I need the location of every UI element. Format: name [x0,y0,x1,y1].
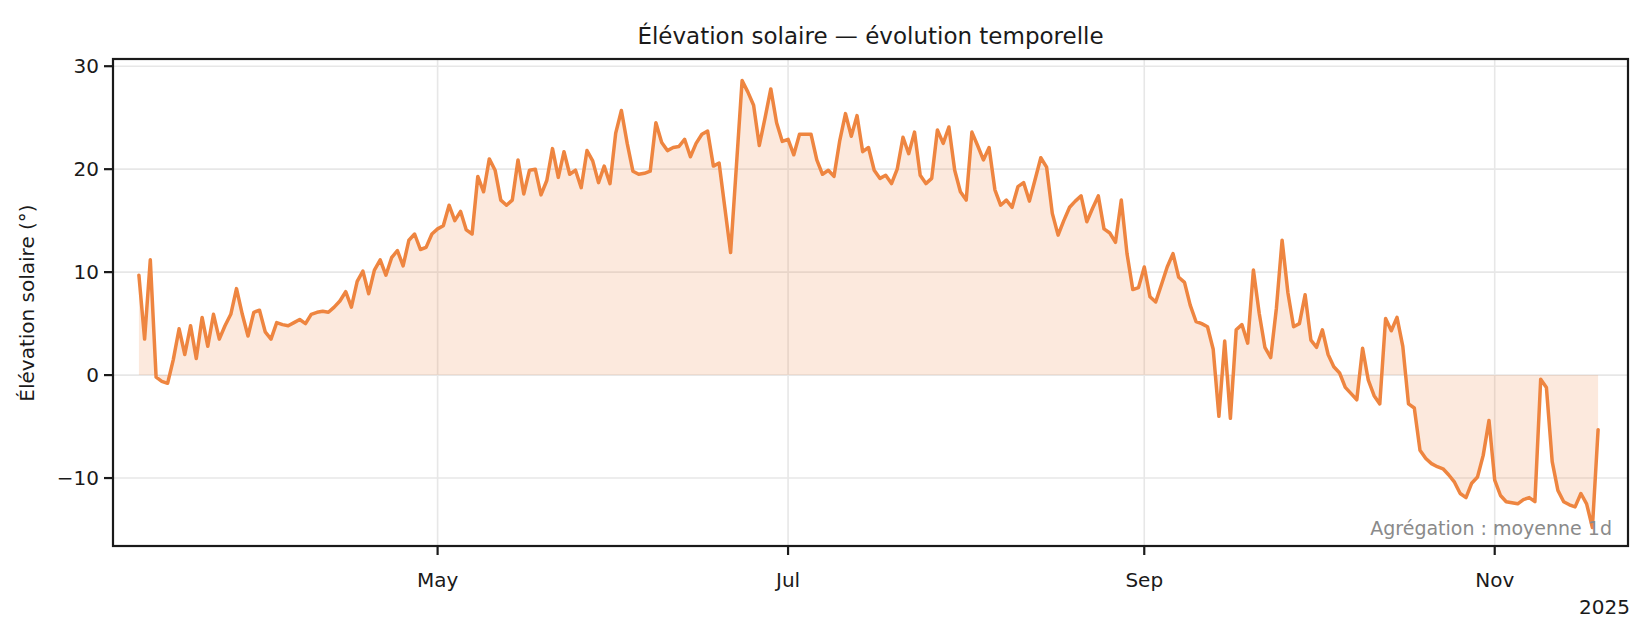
x-tick-label-sep: Sep [1125,568,1163,592]
x-tick-label-nov: Nov [1475,568,1514,592]
x-tick-label-jul: Jul [776,568,800,592]
solar-elevation-chart: Élévation solaire — évolution temporelle… [0,0,1650,630]
x-tick-label-may: May [417,568,458,592]
chart-title: Élévation solaire — évolution temporelle [637,23,1103,49]
x-axis-year-label: 2025 [1579,595,1630,619]
y-tick-label-neg10: −10 [57,466,99,490]
y-tick-label-10: 10 [74,260,99,284]
y-tick-label-20: 20 [74,157,99,181]
y-tick-label-30: 30 [74,54,99,78]
y-axis-label: Élévation solaire (°) [15,204,39,401]
y-tick-label-0: 0 [86,363,99,387]
aggregation-annotation: Agrégation : moyenne 1d [1370,517,1612,539]
